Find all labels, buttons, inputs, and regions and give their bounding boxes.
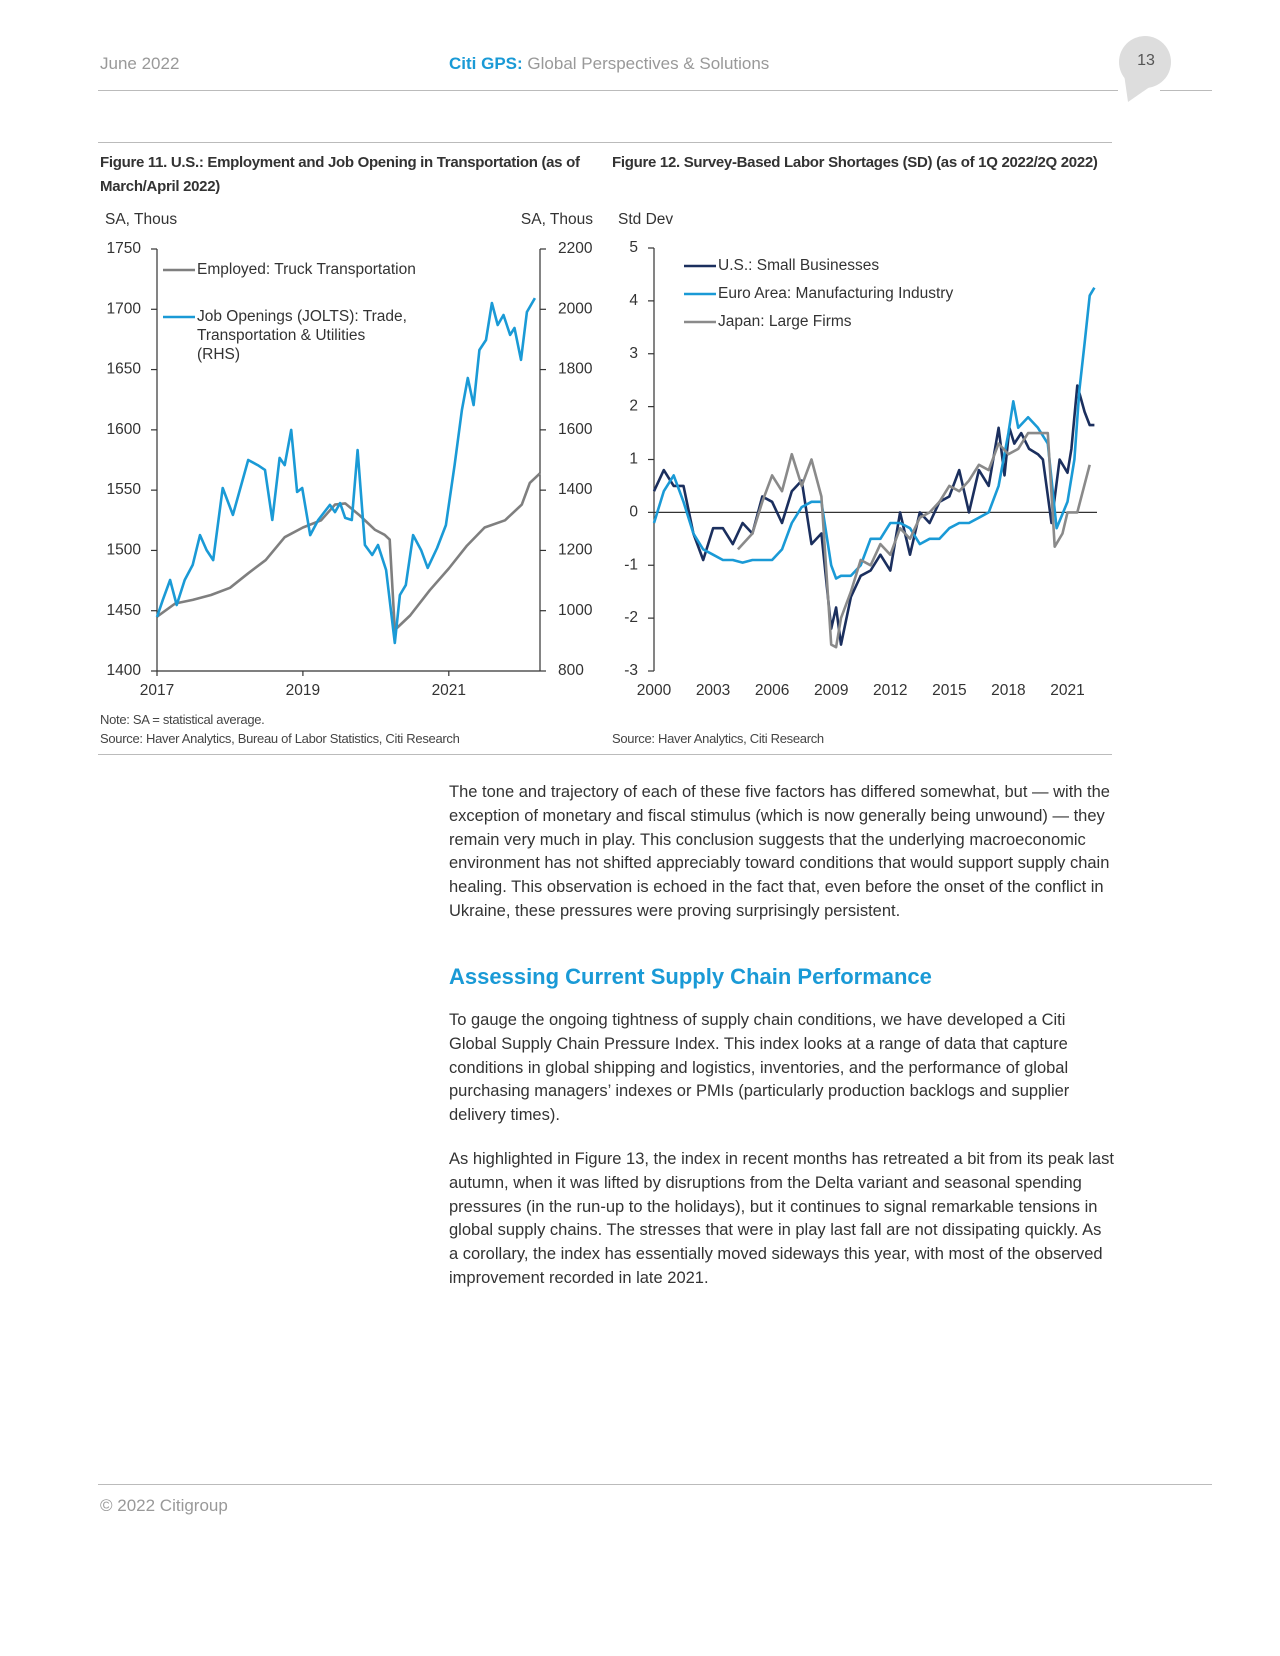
legend-label: Japan: Large Firms [718,313,852,330]
y-tick-label: -2 [624,609,638,626]
y-tick-label: 1650 [107,361,142,378]
y-tick-label: 1 [629,451,638,468]
y2-tick-label: 1600 [558,421,593,438]
paragraph: The tone and trajectory of each of these… [449,783,1110,920]
series-line [652,287,1096,580]
y-tick-label: 3 [629,345,638,362]
figure-bottom-rule [98,754,1112,755]
series-line [156,472,541,632]
y2-tick-label: 1200 [558,542,593,559]
legend-label: Euro Area: Manufacturing Industry [718,285,953,302]
y-tick-label: 1700 [107,300,142,317]
y2-tick-label: 2000 [558,300,593,317]
x-tick-label: 2019 [286,682,320,699]
y-tick-label: 1500 [107,542,142,559]
y-tick-label: 1750 [107,240,142,257]
legend-label: U.S.: Small Businesses [718,257,879,274]
y-axis-label: SA, Thous [105,211,177,228]
y-tick-label: 1400 [107,662,142,679]
y-tick-label: 1600 [107,421,142,438]
y-tick-label: -1 [624,556,638,573]
y-tick-label: 1450 [107,602,142,619]
y-tick-label: 5 [629,239,638,256]
footer-copyright: © 2022 Citigroup [100,1496,228,1515]
header-brand: Citi GPS: [449,54,523,73]
x-tick-label: 2017 [140,682,174,699]
page-number: 13 [1137,52,1155,69]
y2-tick-label: 800 [558,662,584,679]
header-date: June 2022 [100,54,180,73]
figure-source: Source: Haver Analytics, Bureau of Labor… [100,731,460,746]
y-tick-label: 1550 [107,481,142,498]
legend-label: Employed: Truck Transportation [197,261,416,278]
y2-tick-label: 1000 [558,602,593,619]
y-tick-label: 4 [629,292,638,309]
figure-title: Figure 12. Survey-Based Labor Shortages … [612,154,1098,171]
series-line [652,384,1095,646]
x-tick-label: 2006 [755,682,789,699]
header-rule-right [1160,90,1212,91]
x-tick-label: 2018 [991,682,1025,699]
section-heading: Assessing Current Supply Chain Performan… [449,964,932,989]
x-tick-label: 2003 [696,682,730,699]
header-rule [98,90,1118,91]
header-subtitle: Global Perspectives & Solutions [527,54,770,73]
figure-title: Figure 11. U.S.: Employment and Job Open… [100,154,580,195]
series-line [155,297,537,645]
y2-axis-label: SA, Thous [521,211,593,228]
page-badge [1119,36,1171,102]
y2-tick-label: 1400 [558,481,593,498]
x-tick-label: 2009 [814,682,848,699]
y-tick-label: 2 [629,398,638,415]
badge-circle [1119,36,1171,88]
x-tick-label: 2021 [432,682,466,699]
figure-source: Source: Haver Analytics, Citi Research [612,731,824,746]
header-brand-block: Citi GPS: Global Perspectives & Solution… [449,54,769,74]
y-tick-label: -3 [624,662,638,679]
paragraph: To gauge the ongoing tightness of supply… [449,1011,1070,1125]
series-line [736,431,1091,649]
x-tick-label: 2021 [1050,682,1084,699]
figure-note: Note: SA = statistical average. [100,712,265,727]
paragraph: As highlighted in Figure 13, the index i… [449,1150,1114,1287]
y-tick-label: 0 [629,503,638,520]
y2-tick-label: 2200 [558,240,593,257]
y2-tick-label: 1800 [558,361,593,378]
x-tick-label: 2012 [873,682,907,699]
y-axis-label: Std Dev [618,211,673,228]
figure-top-rule [98,142,1112,143]
x-tick-label: 2015 [932,682,966,699]
footer-rule [98,1484,1212,1485]
x-tick-label: 2000 [637,682,672,699]
legend-label: Job Openings (JOLTS): Trade, Transportat… [197,308,411,363]
charts: 1400145015001550160016501700175080010001… [105,211,1097,699]
